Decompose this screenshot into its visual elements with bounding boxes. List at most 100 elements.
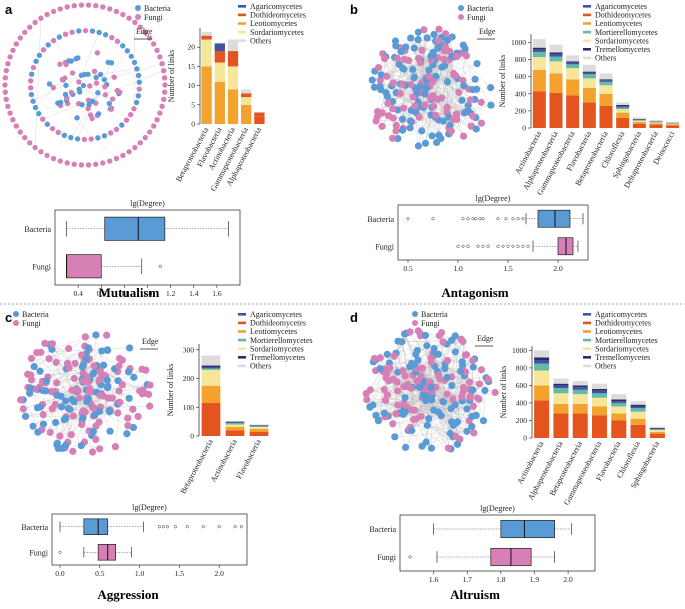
network-node xyxy=(453,110,461,118)
bar-segment xyxy=(616,102,630,105)
network-node xyxy=(77,442,85,450)
network-node xyxy=(376,365,384,373)
network-node xyxy=(89,115,95,122)
bar-segment xyxy=(227,89,239,124)
network-graph xyxy=(17,331,154,456)
bar-segment xyxy=(566,68,580,80)
legend-label: Sordariomycetes xyxy=(595,36,649,45)
network-node xyxy=(469,356,477,365)
network-node xyxy=(95,418,103,426)
outlier xyxy=(496,244,500,248)
bar-segment xyxy=(227,51,239,67)
network-edge xyxy=(380,357,413,376)
network-node xyxy=(62,397,70,405)
bar-segment xyxy=(241,89,252,94)
legend-label: Agaricomycetes xyxy=(595,310,647,319)
network-node xyxy=(81,71,88,78)
network-edge xyxy=(441,37,491,88)
network-node xyxy=(78,162,85,168)
network-node xyxy=(368,76,376,84)
network-node xyxy=(469,363,477,371)
network-node xyxy=(161,68,167,74)
network-node xyxy=(95,111,102,117)
bar-segment xyxy=(611,406,627,414)
legend-label: Dothideomycetes xyxy=(595,11,651,20)
bar-segment xyxy=(553,393,569,404)
bar-segment xyxy=(572,385,588,388)
bar-segment xyxy=(214,43,225,52)
network-node xyxy=(115,387,123,395)
network-node xyxy=(400,330,409,338)
network-node xyxy=(125,368,133,376)
box-iqr xyxy=(97,543,117,561)
x-tick-label: 1.8 xyxy=(496,575,506,584)
network-node xyxy=(470,429,478,437)
network-node xyxy=(444,444,453,452)
network-node xyxy=(71,161,77,167)
network-node xyxy=(84,395,93,403)
outlier xyxy=(478,217,482,221)
network-node xyxy=(409,65,417,74)
panel-label: c xyxy=(5,310,12,325)
network-node xyxy=(427,383,435,391)
network-node xyxy=(44,152,50,159)
network-node xyxy=(70,398,78,406)
bar-segment xyxy=(225,430,245,436)
legend-label: Agaricomycetes xyxy=(595,2,647,11)
network-node xyxy=(86,385,94,393)
panel-title: Antagonism xyxy=(441,285,508,300)
legend-swatch xyxy=(238,13,246,17)
bar-segment xyxy=(649,428,665,430)
network-node xyxy=(33,404,42,412)
network-node xyxy=(423,421,431,429)
bar-segment xyxy=(201,66,212,124)
bar-segment xyxy=(630,408,646,412)
network-edge xyxy=(408,377,487,430)
network-node xyxy=(107,6,113,12)
network-edge xyxy=(45,365,97,383)
network-node xyxy=(440,55,448,63)
network-node xyxy=(479,417,488,425)
network-node xyxy=(58,444,66,453)
network-node xyxy=(410,360,419,368)
legend-fungi-dot xyxy=(135,14,141,20)
network-edge xyxy=(422,397,449,449)
network-node xyxy=(120,11,126,18)
network-node xyxy=(394,387,402,395)
network-node xyxy=(443,373,451,382)
legend-swatch xyxy=(583,313,591,316)
network-node xyxy=(421,90,429,98)
network-node xyxy=(76,28,82,34)
network-node xyxy=(50,37,57,44)
network-node xyxy=(125,344,134,352)
network-node xyxy=(406,328,414,336)
bar-segment xyxy=(225,423,245,425)
network-node xyxy=(411,102,419,110)
network-node xyxy=(373,113,382,121)
bar-segment xyxy=(611,413,627,421)
network-node xyxy=(383,391,392,399)
bar-segment xyxy=(549,54,563,57)
network-node xyxy=(32,144,38,151)
bar-segment xyxy=(616,106,630,108)
network-node xyxy=(57,6,63,12)
legend-label: Leotiomycetes xyxy=(250,327,297,336)
network-node xyxy=(393,378,401,386)
network-node xyxy=(463,427,471,435)
network-node xyxy=(420,26,428,34)
panel-label: a xyxy=(5,2,13,17)
network-edge xyxy=(422,431,467,447)
group-label: Bacteria xyxy=(369,525,396,534)
network-edge xyxy=(414,354,466,365)
network-edge xyxy=(369,368,385,407)
network-node xyxy=(66,405,74,414)
network-node xyxy=(421,331,430,340)
network-node xyxy=(13,123,20,129)
network-node xyxy=(19,405,27,413)
bar-segment xyxy=(611,402,627,407)
x-tick-label: 1.0 xyxy=(135,569,145,578)
network-node xyxy=(107,130,114,136)
network-edge xyxy=(366,393,456,437)
